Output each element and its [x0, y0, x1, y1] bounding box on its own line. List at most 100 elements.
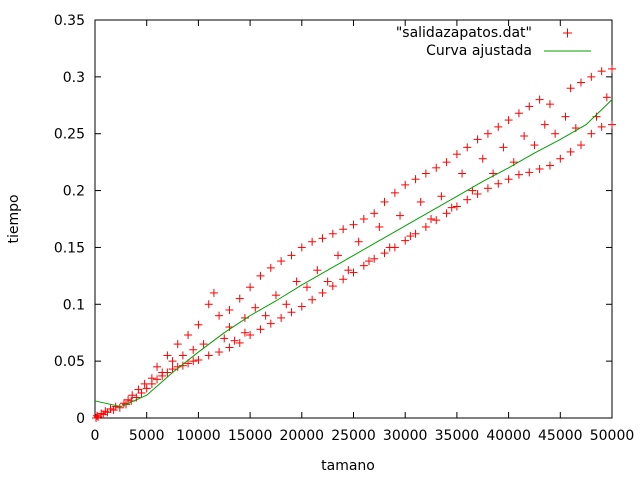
data-point: [158, 368, 167, 377]
data-point: [561, 112, 570, 121]
data-point: [380, 249, 389, 258]
data-point: [328, 282, 337, 291]
data-point: [235, 338, 244, 347]
data-point: [587, 72, 596, 81]
data-point: [220, 334, 229, 343]
data-point: [525, 168, 534, 177]
data-point: [597, 67, 606, 76]
data-point: [576, 78, 585, 87]
data-point: [93, 411, 102, 420]
data-point: [452, 202, 461, 211]
data-point: [514, 170, 523, 179]
legend: "salidazapatos.dat" Curva ajustada: [396, 25, 591, 59]
data-point: [194, 320, 203, 329]
data-point: [385, 243, 394, 252]
fit-curve-line: [94, 99, 613, 408]
data-point: [401, 180, 410, 189]
data-point: [225, 305, 234, 314]
data-point: [251, 303, 260, 312]
data-point: [168, 365, 177, 374]
data-point: [483, 184, 492, 193]
data-point: [432, 216, 441, 225]
data-point: [184, 330, 193, 339]
data-point: [189, 345, 198, 354]
x-tick-label: 5000: [129, 428, 165, 444]
data-point: [452, 150, 461, 159]
data-point: [401, 236, 410, 245]
data-point: [587, 129, 596, 138]
data-point: [463, 143, 472, 152]
data-point: [339, 275, 348, 284]
data-point: [359, 261, 368, 270]
data-point: [246, 283, 255, 292]
x-axis-ticks: 0 5000 10000 15000 20000 25000 30000 35000 40000…: [91, 20, 635, 444]
data-point: [266, 263, 275, 272]
data-point: [147, 374, 156, 383]
y-tick-label: 0.2: [63, 184, 85, 200]
fit-line-series: [94, 99, 613, 408]
data-point: [396, 211, 405, 220]
scatter-series: [92, 64, 616, 422]
data-point: [458, 169, 467, 178]
data-point: [608, 64, 616, 73]
data-point: [411, 175, 420, 184]
data-point: [540, 120, 549, 129]
data-point: [119, 399, 128, 408]
data-point: [106, 404, 115, 413]
data-point: [308, 295, 317, 304]
data-point: [256, 325, 265, 334]
data-point: [545, 161, 554, 170]
data-point: [566, 84, 575, 93]
data-point: [463, 195, 472, 204]
data-point: [215, 311, 224, 320]
data-point: [416, 197, 425, 206]
data-point: [494, 122, 503, 131]
data-point: [225, 343, 234, 352]
data-point: [437, 192, 446, 201]
data-point: [323, 277, 332, 286]
data-point: [178, 351, 187, 360]
data-point: [168, 357, 177, 366]
data-point: [266, 319, 275, 328]
data-point: [380, 197, 389, 206]
data-point: [240, 328, 249, 337]
data-point: [525, 102, 534, 111]
data-point: [256, 271, 265, 280]
data-point: [308, 237, 317, 246]
x-tick-label: 15000: [228, 428, 273, 444]
data-point: [142, 384, 151, 393]
data-point: [494, 179, 503, 188]
legend-label-fit: Curva ajustada: [426, 43, 532, 59]
data-point: [365, 257, 374, 266]
x-tick-label: 50000: [590, 428, 635, 444]
data-point: [282, 300, 291, 309]
data-point: [92, 414, 101, 422]
data-point: [209, 288, 218, 297]
legend-label-scatter: "salidazapatos.dat": [396, 25, 532, 41]
data-point: [473, 189, 482, 198]
data-point: [240, 313, 249, 322]
y-axis-ticks: 0 0.05 0.1 0.15 0.2 0.25 0.3 0.35: [54, 13, 612, 427]
data-point: [292, 277, 301, 286]
data-point: [189, 357, 198, 366]
data-point: [204, 300, 213, 309]
data-point: [535, 95, 544, 104]
data-point: [499, 143, 508, 152]
data-point: [411, 229, 420, 238]
y-tick-label: 0.25: [54, 127, 85, 143]
data-point: [514, 109, 523, 118]
data-point: [556, 154, 565, 163]
data-point: [406, 232, 415, 241]
data-point: [597, 122, 606, 131]
data-point: [608, 120, 616, 129]
data-point: [318, 288, 327, 297]
x-axis-label: tamano: [321, 458, 375, 474]
data-point: [483, 129, 492, 138]
data-point: [199, 340, 208, 349]
data-point: [421, 222, 430, 231]
data-point: [302, 283, 311, 292]
data-point: [370, 254, 379, 263]
data-point: [333, 251, 342, 260]
x-tick-label: 25000: [331, 428, 376, 444]
data-point: [370, 209, 379, 218]
